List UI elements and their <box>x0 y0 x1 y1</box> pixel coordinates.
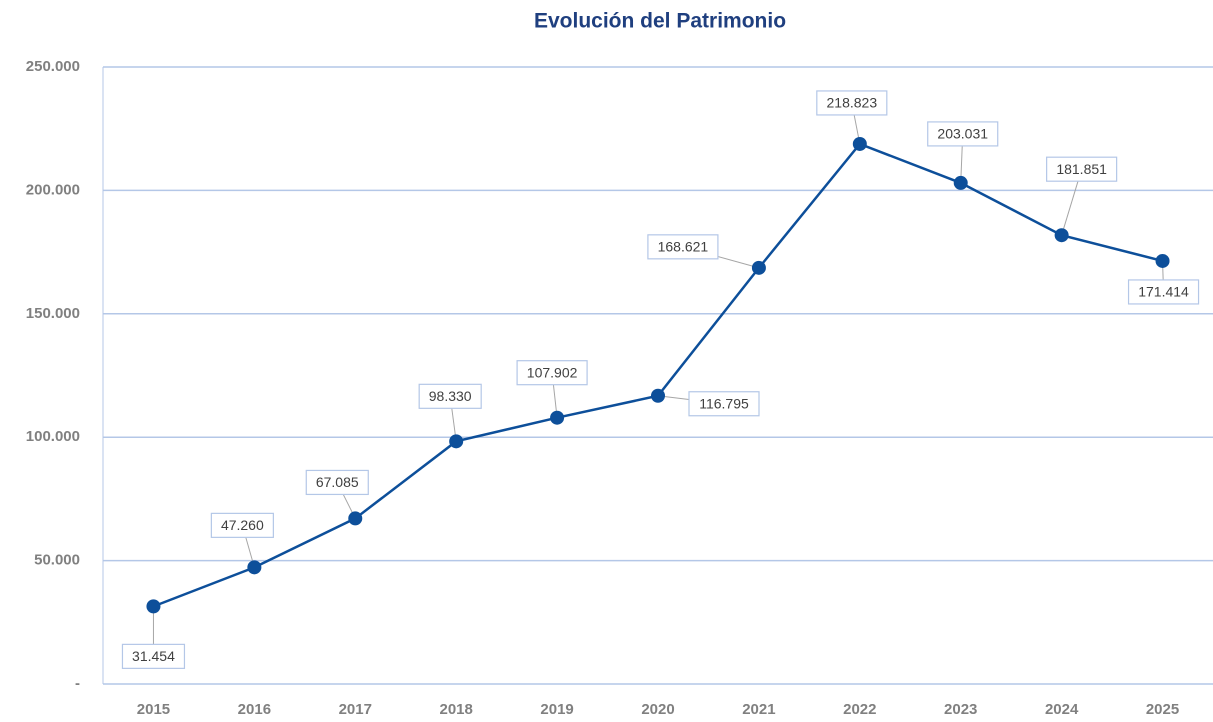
data-label: 47.260 <box>221 517 264 533</box>
x-tick-label: 2017 <box>339 701 372 718</box>
x-tick-label: 2020 <box>641 701 674 718</box>
data-label: 31.454 <box>132 648 175 664</box>
data-label: 171.414 <box>1138 284 1189 300</box>
x-tick-label: 2015 <box>137 701 170 718</box>
data-label: 168.621 <box>658 239 709 255</box>
data-label: 218.823 <box>827 95 878 111</box>
label-box <box>210 512 274 538</box>
label-box <box>1127 279 1200 305</box>
x-tick-label: 2019 <box>540 701 573 718</box>
data-label: 98.330 <box>429 388 472 404</box>
point <box>1054 228 1069 243</box>
label-box <box>927 121 999 147</box>
x-tick-label: 2021 <box>742 701 775 718</box>
data-label: 107.902 <box>527 364 578 380</box>
label-box <box>121 643 186 669</box>
point <box>953 175 968 190</box>
y-tick-label: 50.000 <box>34 552 80 569</box>
label-box <box>516 360 588 386</box>
label-box <box>418 383 482 409</box>
x-tick-label: 2022 <box>843 701 876 718</box>
point <box>1155 253 1170 268</box>
x-tick-label: 2025 <box>1146 701 1179 718</box>
x-tick-label: 2016 <box>238 701 271 718</box>
x-tick-label: 2024 <box>1045 701 1079 718</box>
line <box>153 142 1163 608</box>
point <box>247 560 262 575</box>
y-tick-label: 100.000 <box>26 428 80 445</box>
label-box <box>688 391 760 417</box>
label-box <box>647 234 719 260</box>
label-box <box>1046 156 1118 182</box>
y-tick-label: 250.000 <box>26 58 80 75</box>
data-label: 181.851 <box>1056 161 1107 177</box>
x-tick-label: 2023 <box>944 701 977 718</box>
point <box>348 511 363 526</box>
y-tick-label: - <box>75 675 80 692</box>
data-label: 203.031 <box>937 126 988 142</box>
y-tick-label: 200.000 <box>26 181 80 198</box>
point <box>146 599 161 614</box>
point <box>651 388 665 403</box>
data-label: 67.085 <box>316 474 359 490</box>
y-tick-label: 150.000 <box>26 305 80 322</box>
label-box <box>816 90 888 116</box>
point <box>852 136 867 151</box>
x-tick-label: 2018 <box>439 701 472 718</box>
data-label: 116.795 <box>699 395 749 411</box>
point <box>550 410 565 425</box>
label-box <box>305 469 369 496</box>
chart-title: Evolución del Patrimonio <box>534 10 786 33</box>
point <box>449 434 464 449</box>
point <box>751 260 766 275</box>
